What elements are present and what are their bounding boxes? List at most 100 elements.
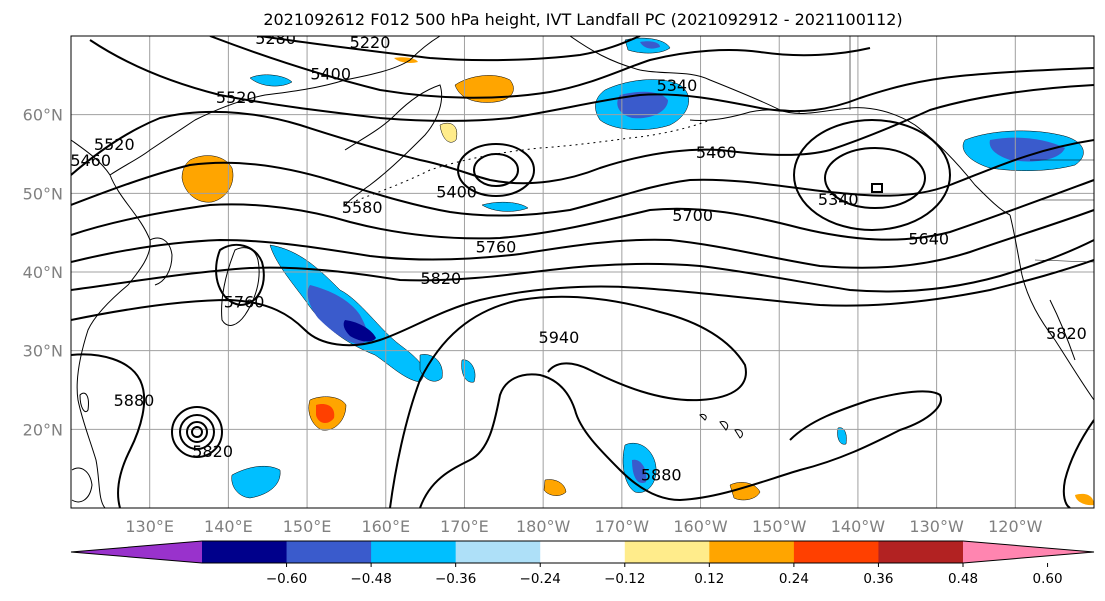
map-frame	[70, 35, 1095, 509]
colorbar-extend-high	[963, 541, 1094, 563]
latitude-tick-label: 50°N	[23, 184, 63, 203]
latitude-tick-label: 20°N	[23, 420, 63, 439]
colorbar-tick-label: 0.12	[694, 571, 724, 587]
colorbar-tick-label: −0.48	[350, 571, 391, 587]
colorbar-tick-label: −0.36	[435, 571, 476, 587]
contour-label: 5400	[310, 64, 351, 83]
coastline-baja	[1049, 299, 1076, 361]
contour-label: 5520	[216, 88, 257, 107]
latitude-labels: 60°N 50°N 40°N 30°N 20°N	[23, 106, 63, 440]
ivt-positive-core	[316, 404, 335, 424]
colorbar-segment	[540, 541, 626, 563]
contour-label: 5280	[255, 29, 296, 48]
coastline-hawaii	[699, 414, 743, 439]
coastlines	[71, 36, 1094, 508]
colorbar-tick-label: −0.12	[604, 571, 645, 587]
ivt-blob-core	[632, 459, 647, 484]
contour-line	[209, 36, 871, 99]
contour-label: 5760	[476, 237, 517, 256]
longitude-tick-label: 150°W	[752, 517, 807, 536]
contour-line	[71, 353, 146, 508]
contour-ring	[473, 153, 519, 187]
contour-line	[419, 373, 942, 508]
longitude-tick-label: 180°W	[516, 517, 571, 536]
contour-label: 5520	[94, 135, 135, 154]
colorbar-segment	[793, 541, 879, 563]
longitude-tick-label: 150°E	[283, 517, 332, 536]
contour-label: 5340	[657, 76, 698, 95]
contour-ring	[457, 143, 535, 197]
contour-line	[71, 259, 1094, 347]
contour-label: 5820	[192, 442, 233, 461]
colorbar-segment	[455, 541, 541, 563]
longitude-labels: 130°E 140°E 150°E 160°E 170°E 180°W 170°W 160°W…	[125, 517, 1042, 536]
ivt-shading	[181, 37, 1094, 506]
colorbar-segment	[202, 541, 288, 563]
coastline-kamchatka	[344, 84, 443, 206]
colorbar-tick-label: −0.60	[266, 571, 307, 587]
coastline-siberia	[109, 36, 441, 176]
contour-label: 5640	[908, 230, 949, 249]
latitude-tick-label: 30°N	[23, 342, 63, 361]
contour-line	[89, 39, 1094, 122]
contour-ring	[186, 421, 208, 443]
country-borders	[849, 36, 1094, 263]
coastline-taiwan	[79, 392, 89, 413]
contour-line	[1062, 419, 1094, 508]
latitude-tick-label: 60°N	[23, 106, 63, 125]
colorbar-tick-label: 0.36	[863, 571, 893, 587]
colorbar-outline	[70, 540, 1095, 564]
contour-label: 5400	[436, 182, 477, 201]
contour-line	[71, 179, 1094, 241]
longitude-tick-label: 160°E	[361, 517, 410, 536]
contour-ring	[215, 243, 265, 307]
contour-ring	[191, 426, 203, 438]
coastline-north-america	[1009, 214, 1094, 401]
height-contours	[71, 36, 1094, 508]
longitude-tick-label: 140°E	[204, 517, 253, 536]
ivt-blob-bering-core	[617, 91, 668, 119]
colorbar-tick-label: 0.60	[1033, 571, 1063, 587]
ivt-blob	[249, 74, 293, 87]
colorbar: −0.60 −0.48 −0.36 −0.24 −0.12 0.12 0.24 0.36 0.4…	[70, 540, 1095, 587]
longitude-tick-label: 120°W	[988, 517, 1043, 536]
contour-line	[259, 36, 641, 62]
contour-labels: 5220528054005520546055205580540057605820…	[70, 29, 1087, 485]
contour-line	[71, 84, 1094, 185]
ivt-positive-blob	[1075, 493, 1094, 506]
longitude-tick-label: 170°W	[595, 517, 650, 536]
colorbar-tick-label: 0.48	[948, 571, 978, 587]
contour-line	[71, 209, 1094, 269]
ivt-positive-blob	[454, 75, 514, 103]
contour-line	[71, 239, 1094, 293]
contour-ring	[824, 147, 926, 209]
contour-ring	[793, 119, 951, 231]
contour-label: 5940	[539, 328, 580, 347]
contour-label: 5880	[114, 391, 155, 410]
map-title: 2021092612 F012 500 hPa height, IVT Land…	[263, 10, 902, 29]
coastline-east-asia	[71, 139, 151, 508]
longitude-tick-label: 160°W	[673, 517, 728, 536]
ivt-blob	[231, 465, 281, 499]
colorbar-segment	[709, 541, 795, 563]
contour-label: 5460	[696, 143, 737, 162]
colorbar-segment	[371, 541, 457, 563]
colorbar-segment	[286, 541, 372, 563]
latitude-tick-label: 40°N	[23, 263, 63, 282]
ivt-positive-blob	[543, 479, 567, 496]
colorbar-segment	[624, 541, 710, 563]
ivt-blob	[481, 201, 529, 212]
contour-label: 5700	[672, 206, 713, 225]
ivt-plume-max	[343, 320, 376, 342]
map-panel: 5220528054005520546055205580540057605820…	[23, 29, 1095, 536]
ivt-positive-blob	[729, 482, 761, 501]
contour-label: 5460	[70, 151, 111, 170]
coastline-philippines	[71, 467, 93, 503]
longitude-tick-label: 130°E	[125, 517, 174, 536]
ivt-blob	[439, 122, 458, 143]
colorbar-extend-low	[71, 541, 202, 563]
ivt-blob-pacific-nw-core	[989, 137, 1065, 162]
contour-ring	[871, 183, 883, 193]
colorbar-segment	[878, 541, 964, 563]
coastline-korea	[149, 237, 173, 286]
